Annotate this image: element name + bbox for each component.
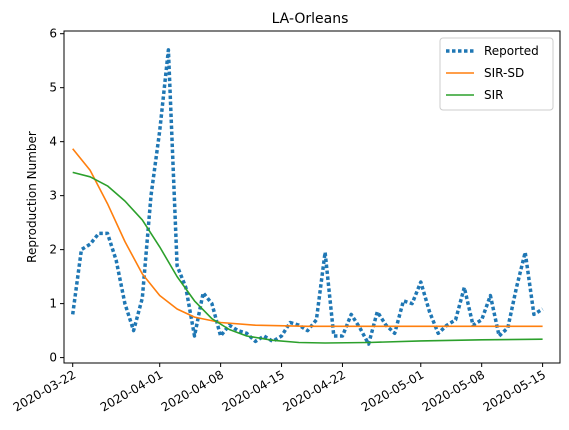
chart-title: LA-Orleans xyxy=(272,11,349,27)
x-tick-label: 2020-04-15 xyxy=(220,367,287,414)
legend: Reported SIR-SD SIR xyxy=(440,38,553,110)
series-line-sir xyxy=(73,172,543,343)
legend-label: SIR xyxy=(484,88,504,102)
x-tick-label: 2020-03-22 xyxy=(11,367,78,414)
y-axis-label: Reproduction Number xyxy=(25,131,39,263)
legend-label: SIR-SD xyxy=(484,66,524,80)
y-tick-label: 4 xyxy=(49,135,57,149)
x-tick-label: 2020-05-08 xyxy=(420,367,487,414)
x-tick-label: 2020-04-08 xyxy=(159,367,226,414)
y-tick-label: 1 xyxy=(49,297,57,311)
x-tick-label: 2020-04-22 xyxy=(281,367,348,414)
y-tick-label: 0 xyxy=(49,351,57,365)
y-axis: 0 1 2 3 4 5 6 xyxy=(49,27,64,365)
y-tick-label: 6 xyxy=(49,27,57,41)
y-tick-label: 2 xyxy=(49,243,57,257)
y-tick-label: 5 xyxy=(49,81,57,95)
x-tick-label: 2020-04-01 xyxy=(98,367,165,414)
x-tick-label: 2020-05-01 xyxy=(359,367,426,414)
y-tick-label: 3 xyxy=(49,189,57,203)
legend-label: Reported xyxy=(484,44,539,58)
x-tick-label: 2020-05-15 xyxy=(481,367,548,414)
x-axis: 2020-03-22 2020-04-012020-04-082020-04-15… xyxy=(11,363,548,414)
